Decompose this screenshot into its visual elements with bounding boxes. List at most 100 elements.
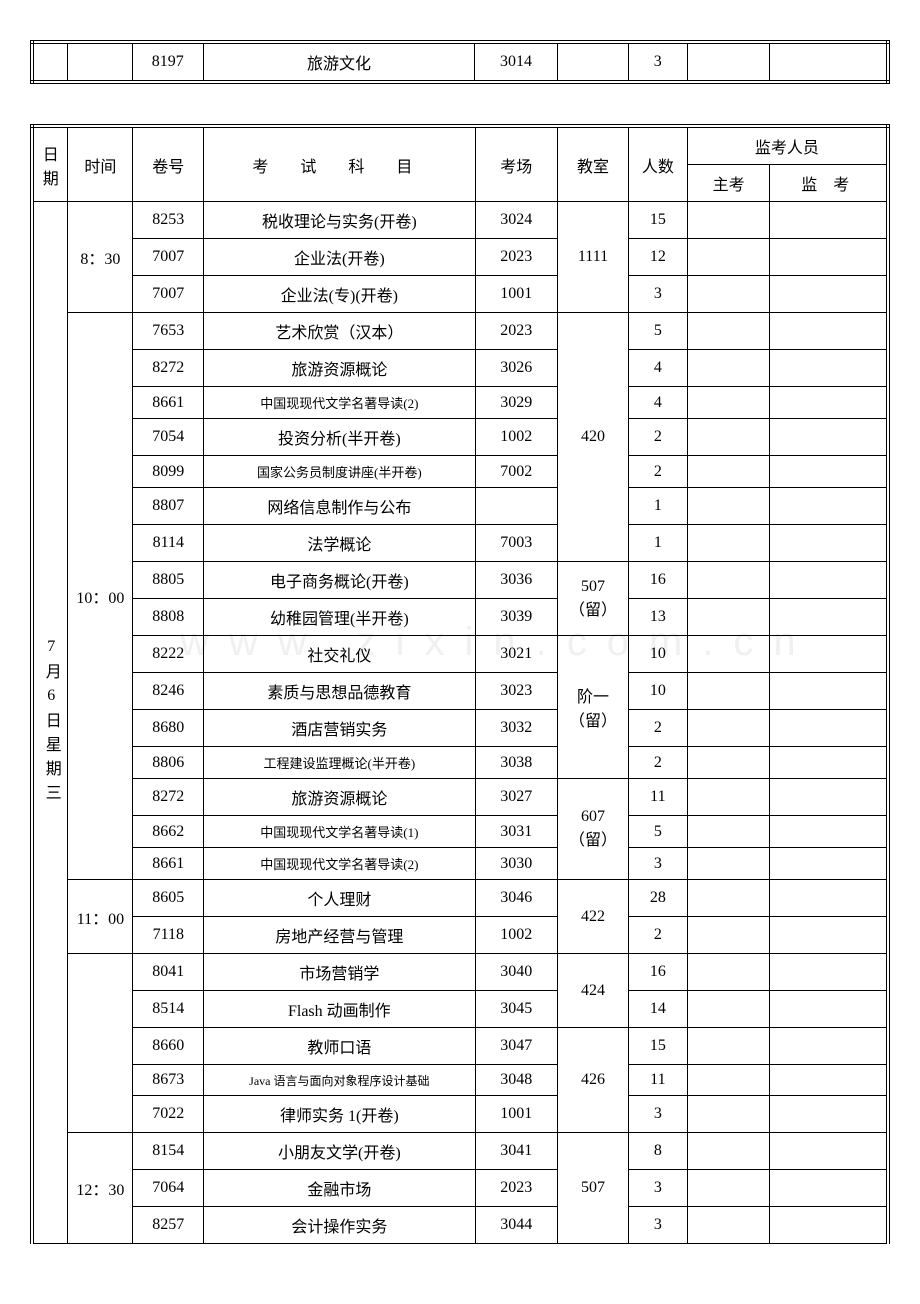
cell-chief — [687, 1028, 770, 1065]
cell-subject: 素质与思想品德教育 — [204, 673, 475, 710]
cell-venue: 1001 — [475, 1096, 558, 1133]
cell-proctor — [770, 42, 888, 82]
header-time: 时间 — [68, 126, 133, 202]
cell-room: 阶一（留） — [558, 636, 629, 779]
cell-chief — [687, 779, 770, 816]
cell-proctor — [770, 1065, 888, 1096]
cell-count: 1 — [628, 488, 687, 525]
cell-proctor — [770, 673, 888, 710]
cell-venue: 3041 — [475, 1133, 558, 1170]
cell-chief — [687, 350, 770, 387]
table-row: 8272旅游资源概论30264 — [32, 350, 888, 387]
cell-venue: 1002 — [475, 419, 558, 456]
table-row: 7007企业法(专)(开卷)10013 — [32, 276, 888, 313]
cell-count: 14 — [628, 991, 687, 1028]
cell-subject: 教师口语 — [204, 1028, 475, 1065]
table-row: 8257会计操作实务30443 — [32, 1207, 888, 1244]
cell-proctor — [770, 747, 888, 779]
cell-subject: 中国现现代文学名著导读(2) — [204, 387, 475, 419]
cell-code: 7022 — [133, 1096, 204, 1133]
cell-time: 12：30 — [68, 1133, 133, 1244]
header-venue: 考场 — [475, 126, 558, 202]
cell-chief — [687, 202, 770, 239]
cell-date: 7月6日星期三 — [32, 202, 68, 1244]
cell-venue: 3032 — [475, 710, 558, 747]
cell-count: 3 — [628, 42, 687, 82]
header-date: 日期 — [32, 126, 68, 202]
cell-proctor — [770, 239, 888, 276]
cell-venue: 3048 — [475, 1065, 558, 1096]
cell-code: 8222 — [133, 636, 204, 673]
table-row: 8272旅游资源概论3027607（留）11 — [32, 779, 888, 816]
cell-code: 8114 — [133, 525, 204, 562]
main-table: 日期 时间 卷号 考 试 科 目 考场 教室 人数 监考人员 主考 监 考 7月… — [30, 124, 890, 1244]
cell-chief — [687, 710, 770, 747]
cell-empty — [32, 42, 67, 82]
header-staff: 监考人员 — [687, 126, 888, 165]
cell-chief — [687, 599, 770, 636]
table-row: 12：308154小朋友文学(开卷)30415078 — [32, 1133, 888, 1170]
cell-time: 8：30 — [68, 202, 133, 313]
cell-venue: 2023 — [475, 313, 558, 350]
cell-count: 2 — [628, 456, 687, 488]
cell-venue: 2023 — [475, 1170, 558, 1207]
cell-count: 4 — [628, 350, 687, 387]
cell-code: 8805 — [133, 562, 204, 599]
cell-time — [68, 954, 133, 1133]
cell-venue: 3030 — [475, 848, 558, 880]
cell-code: 7007 — [133, 239, 204, 276]
header-proctor: 监 考 — [770, 165, 888, 202]
cell-time: 11：00 — [68, 880, 133, 954]
cell-code: 8197 — [132, 42, 203, 82]
cell-room: 422 — [558, 880, 629, 954]
table-row: 8662中国现现代文学名著导读(1)30315 — [32, 816, 888, 848]
cell-venue: 3031 — [475, 816, 558, 848]
cell-proctor — [770, 710, 888, 747]
cell-count: 13 — [628, 599, 687, 636]
cell-venue: 3021 — [475, 636, 558, 673]
cell-chief — [687, 954, 770, 991]
cell-room: 420 — [558, 313, 629, 562]
header-subject: 考 试 科 目 — [204, 126, 475, 202]
cell-subject: 社交礼仪 — [204, 636, 475, 673]
cell-venue: 3029 — [475, 387, 558, 419]
cell-code: 8806 — [133, 747, 204, 779]
cell-proctor — [770, 954, 888, 991]
cell-chief — [687, 816, 770, 848]
cell-count: 3 — [628, 276, 687, 313]
cell-proctor — [770, 562, 888, 599]
cell-venue: 3026 — [475, 350, 558, 387]
cell-code: 8673 — [133, 1065, 204, 1096]
cell-code: 8807 — [133, 488, 204, 525]
cell-code: 8661 — [133, 387, 204, 419]
table-row: 8661中国现现代文学名著导读(2)30294 — [32, 387, 888, 419]
cell-venue: 3027 — [475, 779, 558, 816]
cell-count: 5 — [628, 816, 687, 848]
top-table: 8197 旅游文化 3014 3 — [30, 40, 890, 84]
cell-code: 8661 — [133, 848, 204, 880]
cell-subject: 会计操作实务 — [204, 1207, 475, 1244]
cell-proctor — [770, 1028, 888, 1065]
cell-subject: 税收理论与实务(开卷) — [204, 202, 475, 239]
table-row: 8806工程建设监理概论(半开卷)30382 — [32, 747, 888, 779]
table-row: 8246素质与思想品德教育302310 — [32, 673, 888, 710]
cell-count: 15 — [628, 202, 687, 239]
cell-count: 8 — [628, 1133, 687, 1170]
table-row: 8805电子商务概论(开卷)3036507（留）16 — [32, 562, 888, 599]
cell-count: 10 — [628, 673, 687, 710]
header-chief: 主考 — [687, 165, 770, 202]
header-room: 教室 — [558, 126, 629, 202]
cell-subject: 幼稚园管理(半开卷) — [204, 599, 475, 636]
cell-code: 8154 — [133, 1133, 204, 1170]
cell-proctor — [770, 202, 888, 239]
cell-code: 8246 — [133, 673, 204, 710]
cell-chief — [687, 848, 770, 880]
cell-proctor — [770, 599, 888, 636]
table-row: 8099国家公务员制度讲座(半开卷)70022 — [32, 456, 888, 488]
cell-count: 15 — [628, 1028, 687, 1065]
cell-room: 507 — [558, 1133, 629, 1244]
cell-count: 28 — [628, 880, 687, 917]
cell-venue: 3038 — [475, 747, 558, 779]
cell-code: 8680 — [133, 710, 204, 747]
cell-proctor — [770, 456, 888, 488]
